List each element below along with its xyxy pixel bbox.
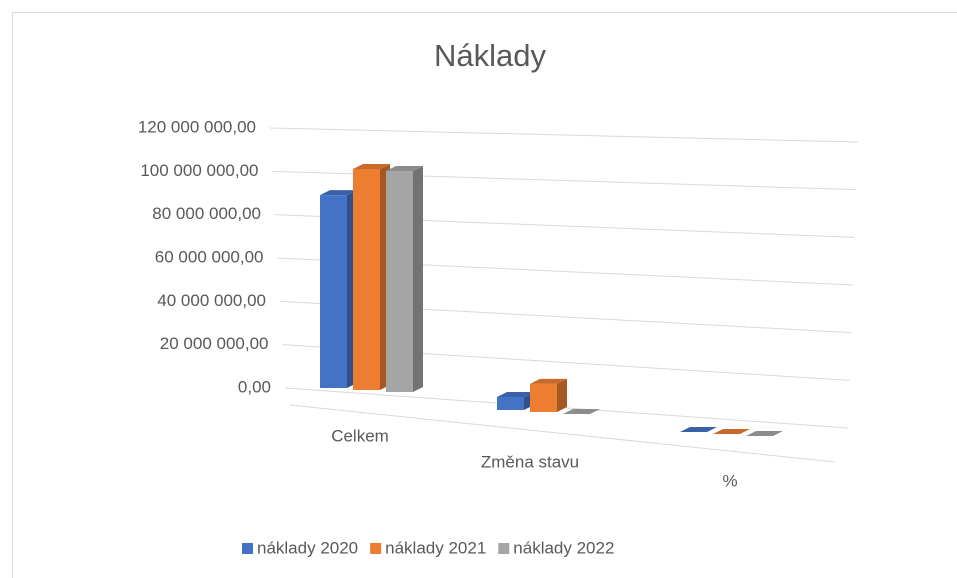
grid-line — [269, 127, 859, 143]
grid-line — [284, 387, 849, 429]
legend-label: náklady 2021 — [385, 538, 486, 557]
bar — [530, 378, 567, 412]
bar-front — [353, 169, 380, 390]
bar — [386, 166, 423, 392]
y-tick-label: 0,00 — [238, 377, 271, 396]
legend-swatch — [498, 543, 510, 554]
bar-top — [713, 429, 750, 434]
floor-edge — [289, 404, 836, 463]
bar-front — [386, 171, 413, 392]
legend-label: náklady 2022 — [513, 538, 614, 557]
chart-title: Náklady — [434, 38, 546, 73]
x-tick-label: Celkem — [331, 426, 389, 445]
bar-side — [413, 166, 423, 392]
x-tick-label: Změna stavu — [481, 452, 579, 471]
legend-swatch — [242, 543, 253, 554]
bar — [680, 427, 717, 432]
y-tick-label: 40 000 000,00 — [157, 291, 266, 310]
bar-top — [680, 427, 717, 432]
bar — [746, 431, 783, 436]
bar-side — [557, 378, 567, 412]
bar — [497, 392, 534, 410]
bar — [353, 164, 390, 390]
bar-front — [530, 383, 557, 412]
y-tick-label: 60 000 000,00 — [155, 247, 264, 266]
bar — [320, 190, 357, 388]
legend-swatch — [370, 543, 382, 554]
y-tick-label: 20 000 000,00 — [160, 334, 269, 353]
bar — [713, 429, 750, 434]
x-tick-label: % — [722, 471, 737, 490]
bar-top — [530, 378, 567, 384]
y-tick-label: 80 000 000,00 — [152, 204, 261, 223]
legend-label: náklady 2020 — [257, 538, 358, 557]
bar-top — [497, 392, 534, 397]
bar-top — [563, 409, 600, 414]
bar-front — [320, 195, 347, 388]
bar — [563, 409, 600, 414]
bar-front — [497, 397, 524, 410]
bar-top — [320, 190, 357, 196]
bar-top — [386, 166, 423, 171]
y-tick-label: 120 000 000,00 — [138, 117, 256, 136]
bar-top — [353, 164, 390, 169]
bar-top — [746, 431, 783, 436]
y-tick-label: 100 000 000,00 — [140, 161, 258, 180]
chart-border — [12, 12, 957, 578]
